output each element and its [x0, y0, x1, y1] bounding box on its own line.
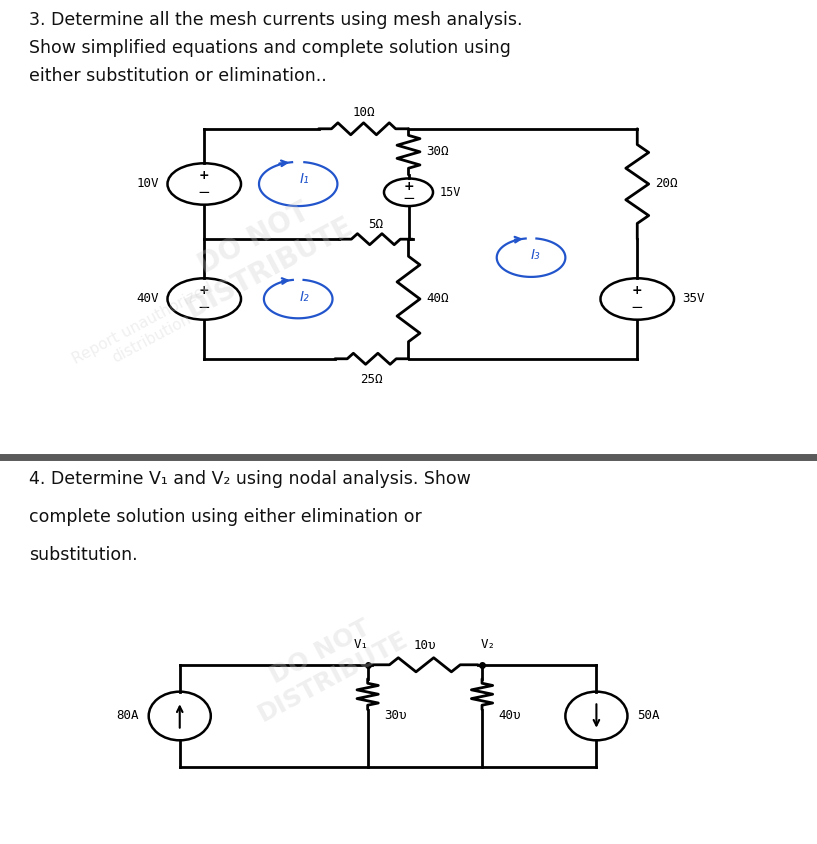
- Text: +: +: [403, 180, 414, 193]
- Text: Show simplified equations and complete solution using: Show simplified equations and complete s…: [29, 39, 511, 57]
- Text: 4. Determine V₁ and V₂ using nodal analysis. Show: 4. Determine V₁ and V₂ using nodal analy…: [29, 469, 471, 488]
- Text: 40V: 40V: [136, 293, 159, 306]
- Text: DO NOT
DISTRIBUTE: DO NOT DISTRIBUTE: [166, 183, 357, 323]
- Text: 10Ω: 10Ω: [352, 106, 375, 119]
- Text: −: −: [402, 191, 415, 206]
- Text: I₁: I₁: [300, 172, 310, 187]
- Text: +: +: [199, 169, 210, 181]
- Text: 3. Determine all the mesh currents using mesh analysis.: 3. Determine all the mesh currents using…: [29, 12, 522, 30]
- Text: V₂: V₂: [481, 638, 496, 651]
- Text: 40Ω: 40Ω: [426, 293, 449, 306]
- Text: either substitution or elimination..: either substitution or elimination..: [29, 67, 326, 84]
- Text: 15V: 15V: [440, 186, 461, 199]
- Text: 30υ: 30υ: [384, 710, 407, 722]
- Text: 35V: 35V: [682, 293, 705, 306]
- Text: 20Ω: 20Ω: [655, 177, 678, 191]
- Text: −: −: [198, 185, 211, 200]
- Text: V₁: V₁: [354, 638, 368, 651]
- Text: 10V: 10V: [136, 177, 159, 191]
- Text: I₃: I₃: [530, 248, 540, 262]
- Text: 5Ω: 5Ω: [368, 218, 383, 231]
- Text: Report unauthorized
distribution: Report unauthorized distribution: [70, 280, 224, 382]
- Text: 40υ: 40υ: [498, 710, 521, 722]
- Text: 10υ: 10υ: [413, 639, 436, 652]
- Text: 80A: 80A: [116, 710, 139, 722]
- Text: +: +: [199, 284, 210, 297]
- Text: I₂: I₂: [300, 289, 310, 304]
- Text: substitution.: substitution.: [29, 546, 137, 565]
- Text: complete solution using either elimination or: complete solution using either eliminati…: [29, 508, 422, 526]
- Text: +: +: [632, 284, 643, 297]
- Text: −: −: [631, 300, 644, 315]
- Text: 50A: 50A: [637, 710, 660, 722]
- Text: 30Ω: 30Ω: [426, 145, 449, 159]
- Text: DO NOT
DISTRIBUTE: DO NOT DISTRIBUTE: [241, 603, 413, 727]
- Text: −: −: [198, 300, 211, 315]
- Text: 25Ω: 25Ω: [360, 372, 383, 386]
